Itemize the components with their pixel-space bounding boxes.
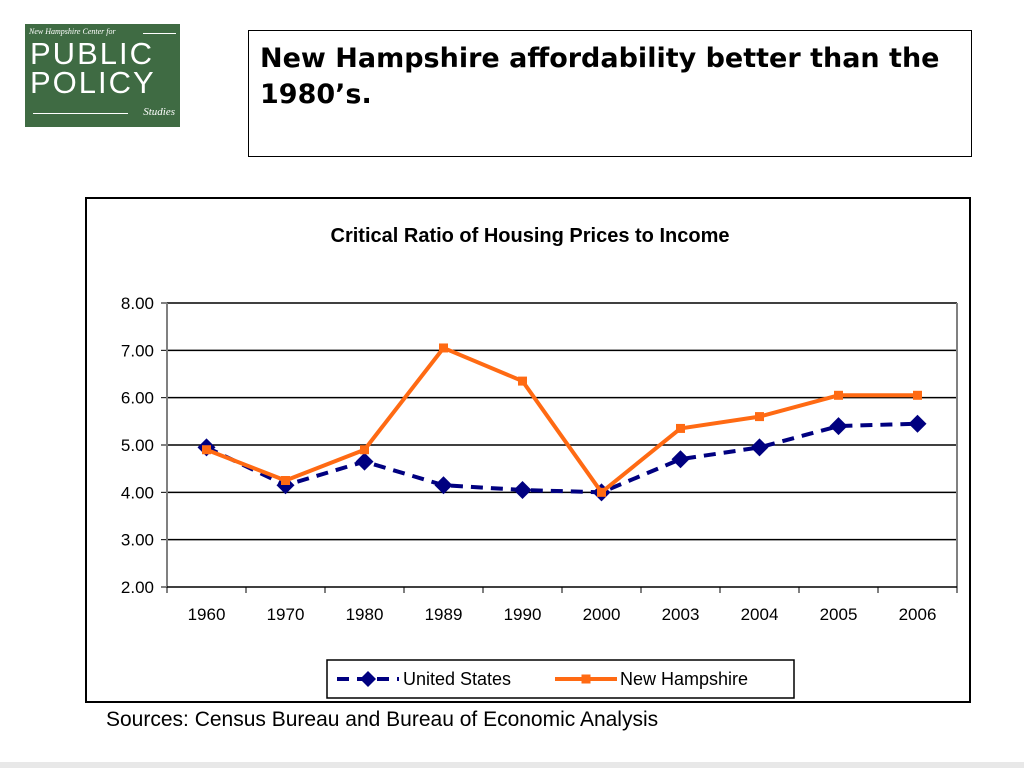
data-point-new-hampshire — [676, 423, 685, 433]
y-tick-label: 7.00 — [121, 341, 154, 360]
data-point-united-states — [671, 450, 690, 469]
x-tick-label: 2000 — [583, 605, 621, 624]
slide-title: New Hampshire affordability better than … — [260, 43, 940, 110]
footer-bar — [0, 762, 1024, 768]
data-point-new-hampshire — [834, 390, 843, 400]
data-point-new-hampshire — [597, 487, 606, 497]
logo-studies: Studies — [143, 106, 175, 118]
legend-label-united-states: United States — [403, 669, 511, 689]
y-tick-label: 5.00 — [121, 436, 154, 455]
data-point-united-states — [513, 480, 532, 499]
x-tick-label: 1989 — [425, 605, 463, 624]
x-tick-label: 2006 — [899, 605, 937, 624]
x-tick-label: 1980 — [346, 605, 384, 624]
data-point-united-states — [355, 452, 374, 471]
logo-top-text: New Hampshire Center for — [29, 27, 116, 36]
chart-frame: Critical Ratio of Housing Prices to Inco… — [85, 197, 971, 703]
data-point-new-hampshire — [755, 412, 764, 422]
y-tick-label: 3.00 — [121, 531, 154, 550]
series-line-united-states — [205, 421, 918, 495]
y-tick-label: 8.00 — [121, 294, 154, 313]
line-chart: Critical Ratio of Housing Prices to Inco… — [121, 225, 958, 699]
legend-marker-united-states — [360, 671, 376, 687]
data-point-united-states — [908, 414, 927, 433]
data-point-new-hampshire — [518, 376, 527, 386]
legend-label-new-hampshire: New Hampshire — [620, 669, 748, 689]
logo-rule-bottom — [33, 113, 128, 114]
x-tick-label: 1960 — [188, 605, 226, 624]
chart-title: Critical Ratio of Housing Prices to Inco… — [331, 225, 730, 247]
y-tick-label: 4.00 — [121, 483, 154, 502]
data-point-new-hampshire — [439, 343, 448, 353]
logo-word-public: PUBLIC — [30, 36, 154, 71]
x-tick-label: 1970 — [267, 605, 305, 624]
x-tick-label: 2003 — [662, 605, 700, 624]
title-box: New Hampshire affordability better than … — [248, 30, 972, 157]
x-tick-label: 2005 — [820, 605, 858, 624]
x-tick-label: 1990 — [504, 605, 542, 624]
series-line-new-hampshire — [205, 345, 918, 495]
y-tick-label: 6.00 — [121, 389, 154, 408]
data-point-new-hampshire — [360, 445, 369, 455]
data-point-new-hampshire — [281, 476, 290, 485]
source-note: Sources: Census Bureau and Bureau of Eco… — [106, 708, 659, 731]
data-point-new-hampshire — [202, 445, 211, 455]
data-point-united-states — [750, 438, 769, 457]
legend-marker-new-hampshire — [581, 674, 591, 684]
data-point-united-states — [434, 476, 453, 495]
x-tick-label: 2004 — [741, 605, 779, 624]
center-logo: New Hampshire Center for PUBLIC POLICY S… — [25, 24, 180, 127]
data-point-new-hampshire — [913, 390, 922, 400]
logo-word-policy: POLICY — [30, 65, 156, 100]
y-tick-label: 2.00 — [121, 578, 154, 597]
logo-rule-top — [143, 33, 176, 34]
data-point-united-states — [829, 417, 848, 436]
